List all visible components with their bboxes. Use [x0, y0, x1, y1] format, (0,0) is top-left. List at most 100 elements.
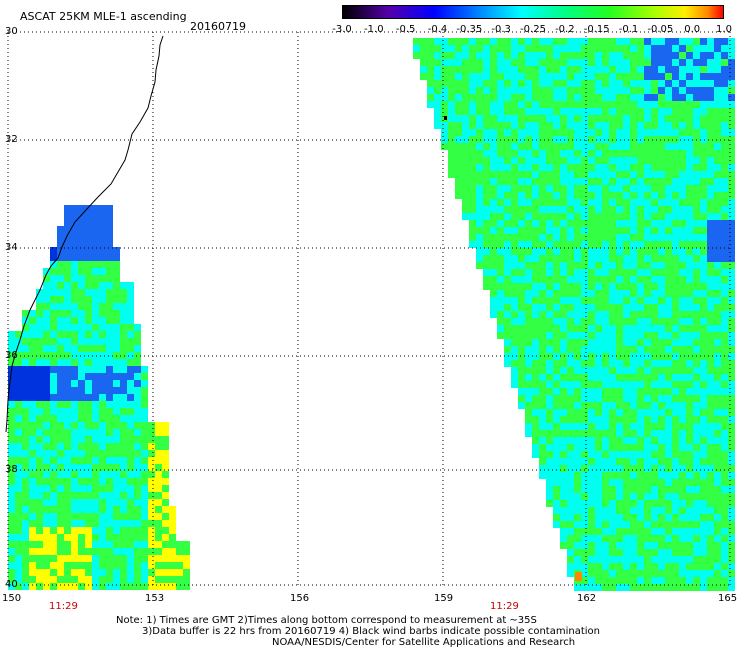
swath-cell	[92, 583, 99, 590]
swath-cell	[616, 367, 623, 374]
swath-cell	[567, 185, 574, 192]
swath-cell	[483, 262, 490, 269]
swath-cell	[127, 506, 134, 513]
swath-cell	[532, 374, 539, 381]
swath-cell	[43, 555, 50, 562]
swath-cell	[99, 373, 106, 380]
coastline	[5, 35, 164, 433]
swath-cell	[651, 325, 658, 332]
swath-cell	[78, 359, 85, 366]
swath-cell	[120, 548, 127, 555]
swath-cell	[511, 192, 518, 199]
swath-cell	[637, 108, 644, 115]
swath-cell	[78, 464, 85, 471]
swath-cell	[511, 73, 518, 80]
swath-cell	[476, 52, 483, 59]
swath-cell	[679, 150, 686, 157]
swath-cell	[64, 254, 71, 261]
swath-cell	[78, 226, 85, 233]
swath-cell	[71, 548, 78, 555]
swath-cell	[490, 129, 497, 136]
swath-cell	[623, 101, 630, 108]
swath-cell	[134, 464, 141, 471]
swath-cell	[497, 255, 504, 262]
swath-cell	[99, 226, 106, 233]
swath-cell	[567, 493, 574, 500]
swath-cell	[567, 136, 574, 143]
swath-cell	[504, 52, 511, 59]
swath-cell	[176, 583, 183, 590]
swath-cell	[413, 38, 420, 45]
swath-cell	[623, 206, 630, 213]
swath-cell	[581, 332, 588, 339]
swath-cell	[455, 185, 462, 192]
swath-cell	[71, 513, 78, 520]
swath-cell	[29, 450, 36, 457]
swath-cell	[120, 457, 127, 464]
swath-cell	[483, 108, 490, 115]
swath-cell	[651, 472, 658, 479]
swath-cell	[567, 367, 574, 374]
swath-cell	[616, 570, 623, 577]
swath-cell	[92, 373, 99, 380]
swath-cell	[511, 80, 518, 87]
swath-cell	[57, 436, 64, 443]
swath-cell	[525, 206, 532, 213]
swath-cell	[574, 213, 581, 220]
swath-cell	[707, 220, 714, 227]
swath-cell	[148, 555, 155, 562]
swath-cell	[721, 80, 728, 87]
swath-cell	[714, 66, 721, 73]
swath-cell	[539, 430, 546, 437]
swath-cell	[546, 269, 553, 276]
swath-cell	[99, 485, 106, 492]
swath-cell	[637, 465, 644, 472]
swath-cell	[658, 430, 665, 437]
swath-cell	[560, 507, 567, 514]
swath-cell	[155, 541, 162, 548]
swath-cell	[651, 290, 658, 297]
swath-cell	[721, 444, 728, 451]
swath-cell	[546, 395, 553, 402]
swath-cell	[43, 331, 50, 338]
swath-cell	[672, 122, 679, 129]
swath-cell	[630, 486, 637, 493]
swath-cell	[36, 576, 43, 583]
swath-cell	[623, 234, 630, 241]
swath-cell	[595, 311, 602, 318]
swath-cell	[609, 115, 616, 122]
swath-cell	[707, 38, 714, 45]
swath-cell	[630, 199, 637, 206]
swath-cell	[714, 444, 721, 451]
swath-cell	[113, 394, 120, 401]
swath-cell	[155, 520, 162, 527]
swath-cell	[651, 346, 658, 353]
swath-cell	[455, 101, 462, 108]
swath-cell	[644, 479, 651, 486]
swath-cell	[588, 290, 595, 297]
swath-cell	[686, 269, 693, 276]
swath-cell	[176, 555, 183, 562]
swath-cell	[43, 289, 50, 296]
swath-cell	[637, 444, 644, 451]
swath-cell	[78, 583, 85, 590]
swath-cell	[700, 521, 707, 528]
swath-cell	[497, 304, 504, 311]
swath-cell	[560, 402, 567, 409]
swath-cell	[483, 157, 490, 164]
swath-cell	[511, 178, 518, 185]
swath-cell	[602, 570, 609, 577]
swath-cell	[714, 122, 721, 129]
swath-cell	[162, 541, 169, 548]
swath-cell	[525, 402, 532, 409]
swath-cell	[714, 38, 721, 45]
swath-cell	[700, 584, 707, 591]
swath-cell	[29, 520, 36, 527]
swath-cell	[658, 549, 665, 556]
swath-cell	[588, 297, 595, 304]
swath-cell	[679, 318, 686, 325]
swath-cell	[497, 115, 504, 122]
swath-cell	[588, 318, 595, 325]
swath-cell	[714, 192, 721, 199]
swath-cell	[134, 380, 141, 387]
